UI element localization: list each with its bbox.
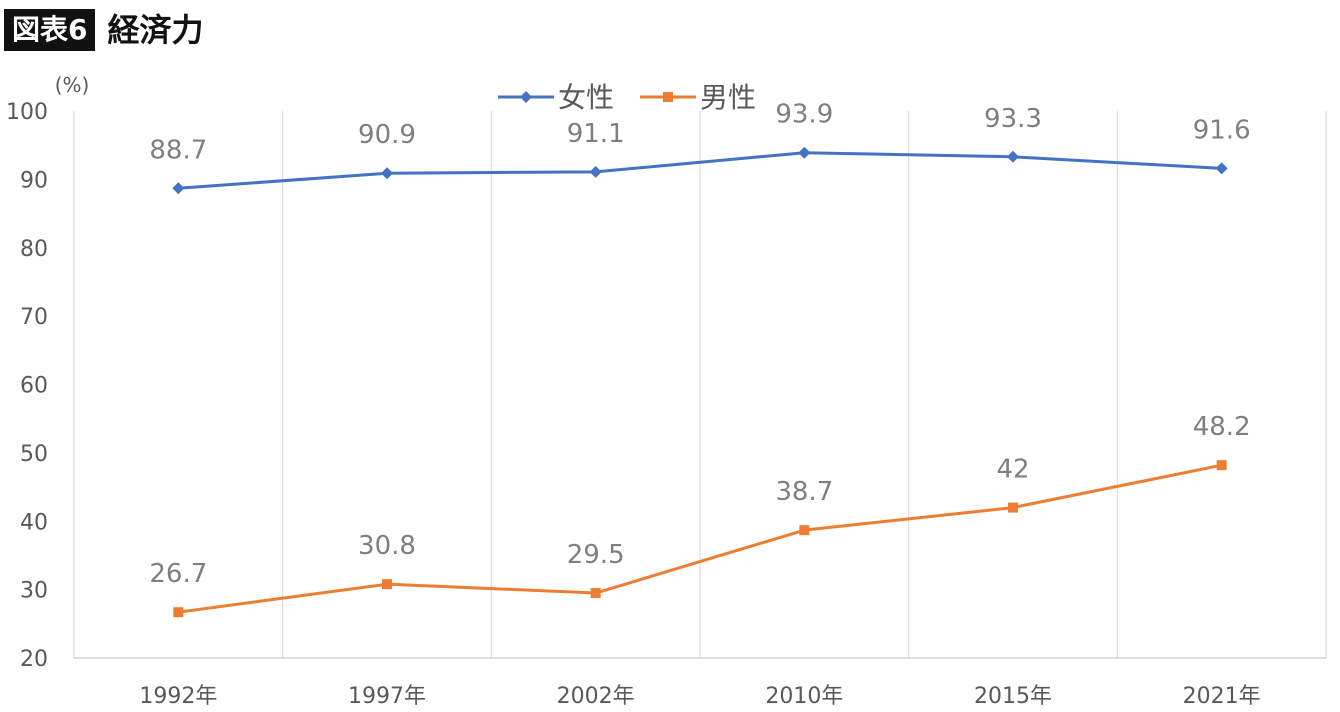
y-tick-label: 40	[20, 510, 48, 535]
figure-title: 経済力	[107, 11, 204, 49]
female-legend-entry: 女性	[498, 81, 614, 114]
figure-header: 図表6 経済力	[4, 8, 204, 52]
female-data-point	[1215, 162, 1228, 175]
male-data-label: 48.2	[1193, 412, 1251, 442]
male-data-label: 26.7	[149, 559, 207, 589]
male-data-label: 29.5	[567, 540, 625, 570]
female-legend-label: 女性	[558, 81, 614, 114]
male-legend-label: 男性	[700, 81, 756, 114]
female-data-point	[589, 165, 602, 178]
female-data-label: 91.6	[1193, 115, 1251, 145]
y-axis-unit-label: (%)	[55, 73, 90, 97]
legend: 女性 男性	[498, 81, 756, 114]
labels-layer: 88.7 90.9 91.1 93.9 93.3 91.6 26.7 30.8 29.5 38.7…	[149, 100, 1250, 589]
grid-layer	[73, 111, 1327, 658]
male-data-point	[382, 579, 392, 590]
female-data-point	[1007, 150, 1019, 163]
y-tick-label: 80	[20, 237, 48, 262]
male-legend-entry: 男性	[640, 81, 756, 114]
female-data-label: 91.1	[567, 119, 625, 149]
male-legend-marker	[663, 92, 673, 102]
x-tick-label: 2010年	[765, 684, 843, 709]
x-tick-label: 2002年	[557, 684, 635, 709]
female-data-label: 88.7	[149, 135, 207, 165]
male-data-label: 42	[996, 455, 1029, 485]
male-data-point	[799, 525, 810, 536]
y-tick-label: 20	[20, 647, 48, 672]
female-data-point	[798, 146, 811, 159]
x-tick-label: 1992年	[139, 684, 217, 709]
y-tick-label: 30	[20, 579, 48, 604]
axes-layer: 20 30 40 50 60 70 80 90 100 1992年 1997年 2002年 2010年 2…	[6, 100, 1326, 709]
male-data-point	[1008, 502, 1018, 513]
x-tick-label: 2021年	[1183, 684, 1261, 709]
female-series-line	[178, 151, 1222, 190]
male-data-point	[590, 588, 601, 599]
male-data-label: 38.7	[775, 477, 833, 507]
series-layer	[172, 146, 1228, 618]
female-data-label: 93.9	[775, 100, 833, 130]
female-data-point	[172, 182, 185, 195]
y-tick-label: 100	[6, 100, 48, 125]
female-data-label: 93.3	[984, 104, 1042, 134]
x-tick-label: 2015年	[974, 684, 1052, 709]
male-data-point	[1216, 460, 1227, 471]
female-data-point	[381, 167, 393, 180]
y-tick-label: 70	[20, 305, 48, 330]
y-tick-label: 90	[20, 168, 48, 193]
male-series-line	[178, 463, 1222, 614]
female-data-label: 90.9	[358, 120, 416, 150]
female-legend-marker	[520, 91, 532, 103]
figure-number-badge: 図表6	[4, 9, 96, 51]
male-data-label: 30.8	[358, 531, 416, 561]
x-tick-label: 1997年	[348, 684, 426, 709]
y-tick-label: 50	[20, 442, 48, 467]
male-data-point	[173, 607, 184, 618]
y-tick-label: 60	[20, 374, 48, 399]
